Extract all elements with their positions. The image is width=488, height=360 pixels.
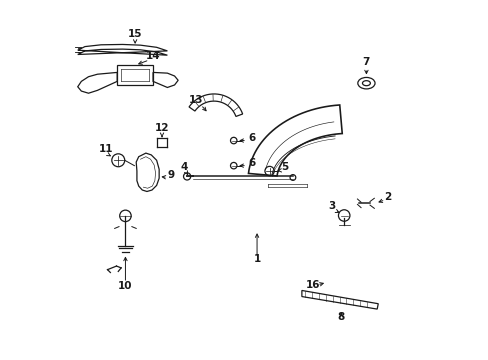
Text: 2: 2 xyxy=(384,192,391,202)
Text: 9: 9 xyxy=(167,170,174,180)
Text: 12: 12 xyxy=(155,123,169,133)
Text: 3: 3 xyxy=(328,201,335,211)
Text: 7: 7 xyxy=(362,57,369,67)
Text: 16: 16 xyxy=(305,280,319,289)
Text: 15: 15 xyxy=(128,28,142,39)
Text: 14: 14 xyxy=(145,51,160,61)
Text: 5: 5 xyxy=(281,162,288,172)
Text: 11: 11 xyxy=(99,144,113,154)
Text: 8: 8 xyxy=(337,312,344,322)
Text: 13: 13 xyxy=(188,95,203,105)
Text: 6: 6 xyxy=(247,132,255,143)
Text: 4: 4 xyxy=(180,162,187,172)
Text: 10: 10 xyxy=(118,282,132,291)
Text: 1: 1 xyxy=(253,255,260,265)
Text: 6: 6 xyxy=(247,158,255,168)
